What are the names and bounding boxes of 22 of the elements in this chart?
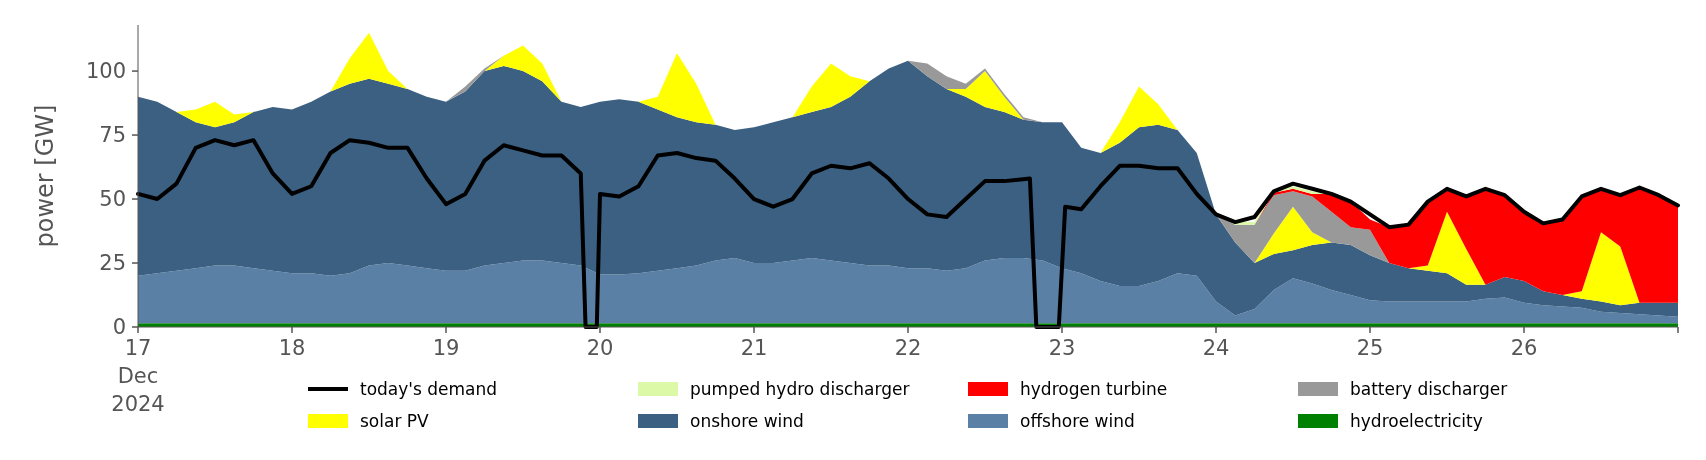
- x-tick-label: 22: [894, 336, 922, 360]
- y-tick-label: 25: [99, 251, 126, 276]
- legend-label: solar PV: [360, 410, 430, 431]
- legend-label: pumped hydro discharger: [690, 378, 910, 399]
- x-tick-label: 23: [1048, 336, 1076, 360]
- x-tick-label: 21: [740, 336, 768, 360]
- x-tick-label: 19: [432, 336, 460, 360]
- legend-label: hydrogen turbine: [1020, 378, 1168, 399]
- y-axis-title: power [GW]: [31, 104, 59, 248]
- x-tick-label: 20: [586, 336, 614, 360]
- legend-label: hydroelectricity: [1350, 410, 1483, 431]
- legend-label: offshore wind: [1020, 410, 1135, 431]
- x-tick-label: 26: [1510, 336, 1538, 360]
- x-tick-label: 24: [1202, 336, 1230, 360]
- y-tick-label: 100: [85, 59, 126, 84]
- x-tick-label: 18: [278, 336, 306, 360]
- legend-label: today's demand: [360, 378, 498, 399]
- y-tick-label: 75: [99, 123, 126, 148]
- legend-label: battery discharger: [1350, 378, 1508, 399]
- legend-label: onshore wind: [690, 410, 804, 431]
- x-tick-label: 25: [1356, 336, 1384, 360]
- y-tick-label: 50: [99, 187, 126, 212]
